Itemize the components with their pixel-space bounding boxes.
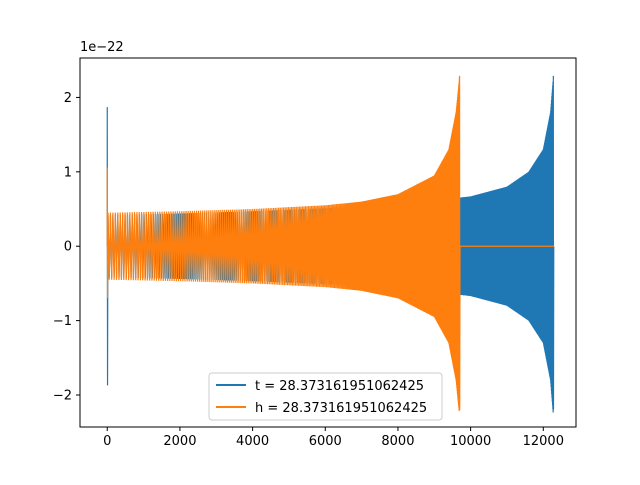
y-tick-label: 0 xyxy=(64,240,72,255)
y-tick-label: 2 xyxy=(64,91,72,106)
y-tick-label: −2 xyxy=(53,389,72,404)
x-tick-label: 4000 xyxy=(236,434,269,449)
series-layer xyxy=(106,75,555,413)
y-scale-offset-label: 1e−22 xyxy=(80,40,124,55)
x-tick-label: 8000 xyxy=(381,434,414,449)
legend: t = 28.373161951062425 h = 28.3731619510… xyxy=(208,372,443,421)
x-tick-label: 0 xyxy=(103,434,111,449)
x-tick-label: 10000 xyxy=(450,434,491,449)
x-tick-label: 6000 xyxy=(309,434,342,449)
y-axis: 2 1 0 −1 −2 xyxy=(53,91,80,404)
y-tick-label: −1 xyxy=(53,314,72,329)
legend-label-h: h = 28.373161951062425 xyxy=(255,401,427,416)
legend-label-t: t = 28.373161951062425 xyxy=(255,379,424,394)
x-tick-label: 2000 xyxy=(163,434,196,449)
y-tick-label: 1 xyxy=(64,165,72,180)
x-tick-label: 12000 xyxy=(523,434,564,449)
axes-frame xyxy=(79,57,577,428)
x-axis: 0 2000 4000 6000 8000 10000 12000 xyxy=(103,427,564,449)
legend-box xyxy=(208,372,443,421)
series-line-h xyxy=(106,75,555,412)
